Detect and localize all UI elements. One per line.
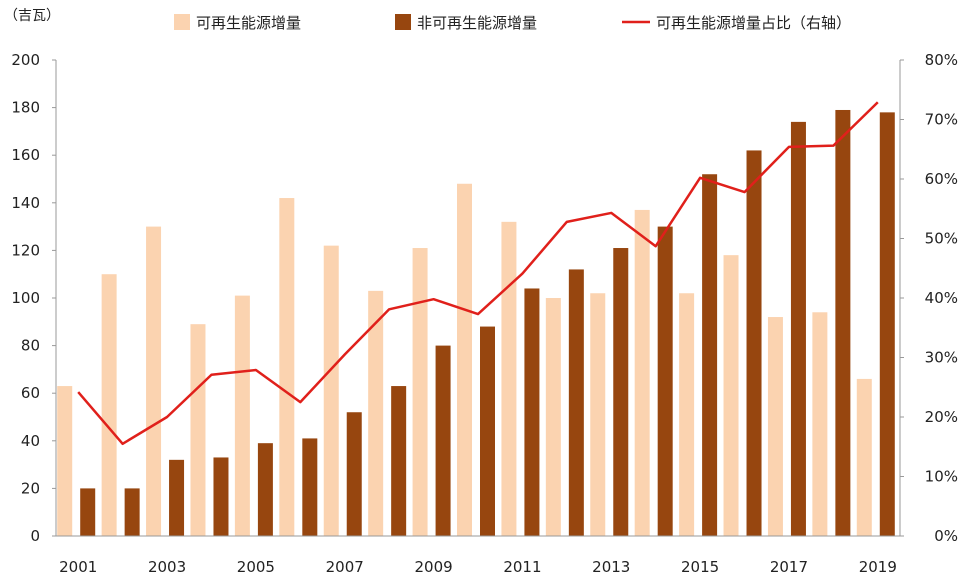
bar-nonrenewable-2005 [257,443,273,536]
y-left-tick-label: 160 [11,146,40,164]
legend-item-renewable-share-label: 可再生能源增量占比（右轴） [656,14,851,32]
line-series [77,101,879,446]
bar-renewable-2008 [368,290,384,536]
bar-renewable-2019 [856,378,872,536]
bar-nonrenewable-2019 [879,112,895,537]
legend: 可再生能源增量 非可再生能源增量 可再生能源增量占比（右轴） [174,14,851,32]
bar-renewable-2001 [57,386,73,536]
y-right-tick-label: 20% [925,408,958,426]
bar-renewable-2007 [323,245,339,536]
bar-renewable-2012 [545,298,561,536]
x-tick-label: 2017 [770,558,808,576]
bar-renewable-2018 [812,312,828,536]
x-tick-label: 2003 [148,558,186,576]
y-right-tick-label: 30% [925,349,958,367]
bar-renewable-2017 [767,317,783,536]
bar-renewable-2006 [279,198,295,537]
bar-renewable-2002 [101,274,117,536]
y-left-tick-label: 180 [11,99,40,117]
legend-item-nonrenewable-label: 非可再生能源增量 [417,14,537,32]
x-tick-label: 2019 [859,558,897,576]
legend-item-nonrenewable-swatch [395,14,411,30]
bar-nonrenewable-2003 [169,459,185,536]
bar-nonrenewable-2013 [613,248,629,536]
axes: 0 20 40 60 80 100 120 140 160 180 200 0% 10% 20% 30% 40… [11,51,958,576]
y-right-tick-label: 50% [925,230,958,248]
y-right-tick-label: 70% [925,111,958,129]
y-left-tick-label: 200 [11,51,40,69]
bar-renewable-2015 [679,293,695,536]
x-tick-label: 2007 [326,558,364,576]
x-tick-label: 2001 [59,558,97,576]
bar-renewable-2014 [634,209,650,536]
bar-nonrenewable-2004 [213,457,229,536]
bar-nonrenewable-2011 [524,288,540,536]
x-tick-label: 2009 [414,558,452,576]
bar-nonrenewable-2007 [346,412,362,536]
bar-renewable-2011 [501,221,517,536]
bar-nonrenewable-2009 [435,345,451,536]
y-left-tick-label: 40 [21,432,40,450]
y-left-tick-label: 60 [21,384,40,402]
y-left-tick-label: 140 [11,194,40,212]
bar-renewable-2005 [234,295,250,536]
bar-nonrenewable-2015 [702,174,718,537]
bar-nonrenewable-2018 [835,109,851,536]
y-right-tick-label: 60% [925,170,958,188]
x-tick-label: 2015 [681,558,719,576]
x-tick-label: 2011 [503,558,541,576]
bar-nonrenewable-2017 [790,121,806,536]
bar-nonrenewable-2016 [746,150,762,536]
x-tick-label: 2013 [592,558,630,576]
bar-nonrenewable-2014 [657,226,673,536]
y-left-tick-label: 0 [30,527,40,545]
y-left-tick-label: 120 [11,241,40,259]
y-right-tick-label: 40% [925,289,958,307]
line-renewable-share [77,101,879,446]
y-right-tick-label: 0% [934,527,958,545]
bar-nonrenewable-2001 [80,488,96,536]
bar-nonrenewable-2010 [480,326,495,536]
bar-renewable-2010 [457,183,472,536]
left-axis-unit-label: （吉瓦） [4,8,60,24]
legend-item-renewable-swatch [174,14,190,30]
y-left-tick-label: 100 [11,289,40,307]
bar-renewable-2004 [190,324,206,536]
legend-item-renewable-label: 可再生能源增量 [196,14,301,32]
bar-group [57,109,895,537]
y-right-tick-label: 80% [925,51,958,69]
y-left-tick-label: 80 [21,337,40,355]
bar-renewable-2009 [412,248,428,536]
bar-nonrenewable-2002 [124,488,140,536]
y-right-tick-label: 10% [925,468,958,486]
bar-nonrenewable-2008 [391,386,407,536]
bar-nonrenewable-2006 [302,438,318,536]
bar-renewable-2013 [590,293,606,536]
bar-renewable-2016 [723,255,739,536]
bar-nonrenewable-2012 [568,269,584,536]
bar-renewable-2003 [146,226,162,536]
x-tick-label: 2005 [237,558,275,576]
y-left-tick-label: 20 [21,479,40,497]
